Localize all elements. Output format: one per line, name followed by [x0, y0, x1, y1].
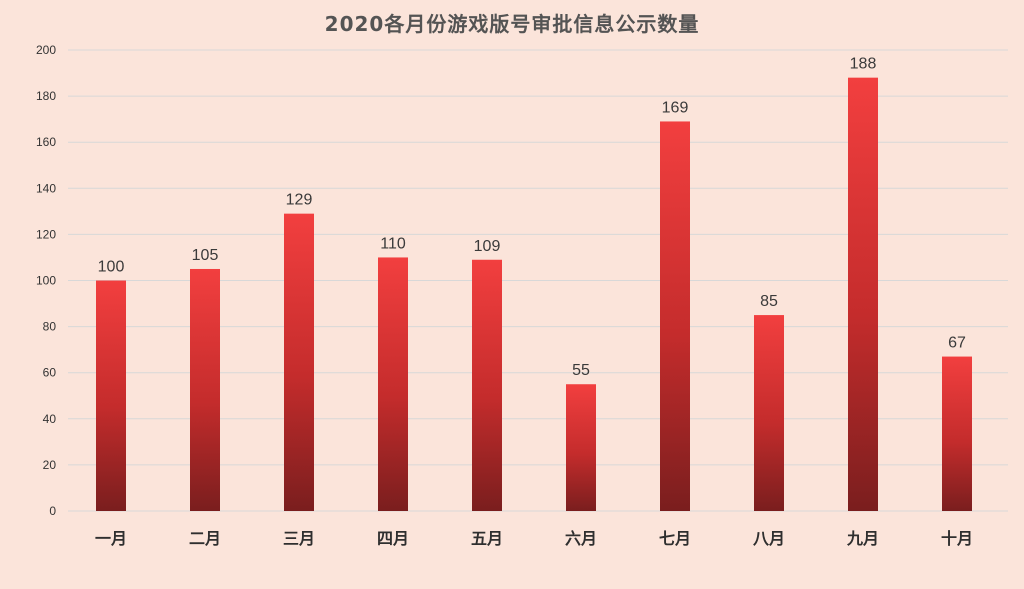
bar [848, 77, 878, 511]
data-label: 188 [850, 56, 877, 73]
y-tick-label: 0 [49, 504, 56, 518]
bar [378, 257, 408, 511]
y-tick-label: 60 [43, 366, 57, 380]
bar [190, 268, 220, 511]
chart-title: 2020各月份游戏版号审批信息公示数量 [324, 12, 700, 36]
x-category-label: 五月 [471, 529, 503, 548]
x-category-label: 六月 [565, 529, 597, 548]
y-tick-label: 100 [36, 274, 56, 288]
x-category-label: 八月 [752, 529, 785, 548]
data-label: 110 [380, 235, 406, 252]
x-category-label: 九月 [846, 529, 879, 548]
bar [284, 213, 314, 511]
bar [566, 384, 596, 511]
data-label: 100 [98, 259, 125, 276]
y-tick-label: 20 [43, 458, 57, 472]
data-label: 105 [192, 247, 219, 264]
data-label: 85 [760, 293, 778, 310]
bar [754, 315, 784, 511]
x-category-label: 一月 [95, 529, 127, 548]
x-category-label: 十月 [941, 529, 973, 548]
y-tick-label: 40 [43, 412, 57, 426]
data-label: 109 [474, 238, 501, 255]
bar [472, 259, 502, 511]
y-tick-label: 80 [43, 320, 57, 334]
x-category-label: 三月 [283, 529, 315, 548]
x-category-label: 四月 [377, 529, 409, 548]
y-tick-label: 180 [36, 89, 56, 103]
bar [660, 121, 690, 511]
bar [942, 356, 972, 511]
data-label: 129 [286, 192, 313, 209]
data-label: 55 [572, 362, 590, 379]
y-tick-label: 160 [36, 135, 56, 149]
y-tick-label: 200 [36, 43, 56, 57]
bar [96, 280, 126, 511]
y-tick-label: 120 [36, 227, 56, 241]
x-category-label: 七月 [659, 529, 691, 548]
data-label: 67 [948, 335, 966, 352]
y-tick-label: 140 [36, 181, 56, 195]
x-category-label: 二月 [189, 529, 221, 548]
data-label: 169 [662, 99, 689, 116]
